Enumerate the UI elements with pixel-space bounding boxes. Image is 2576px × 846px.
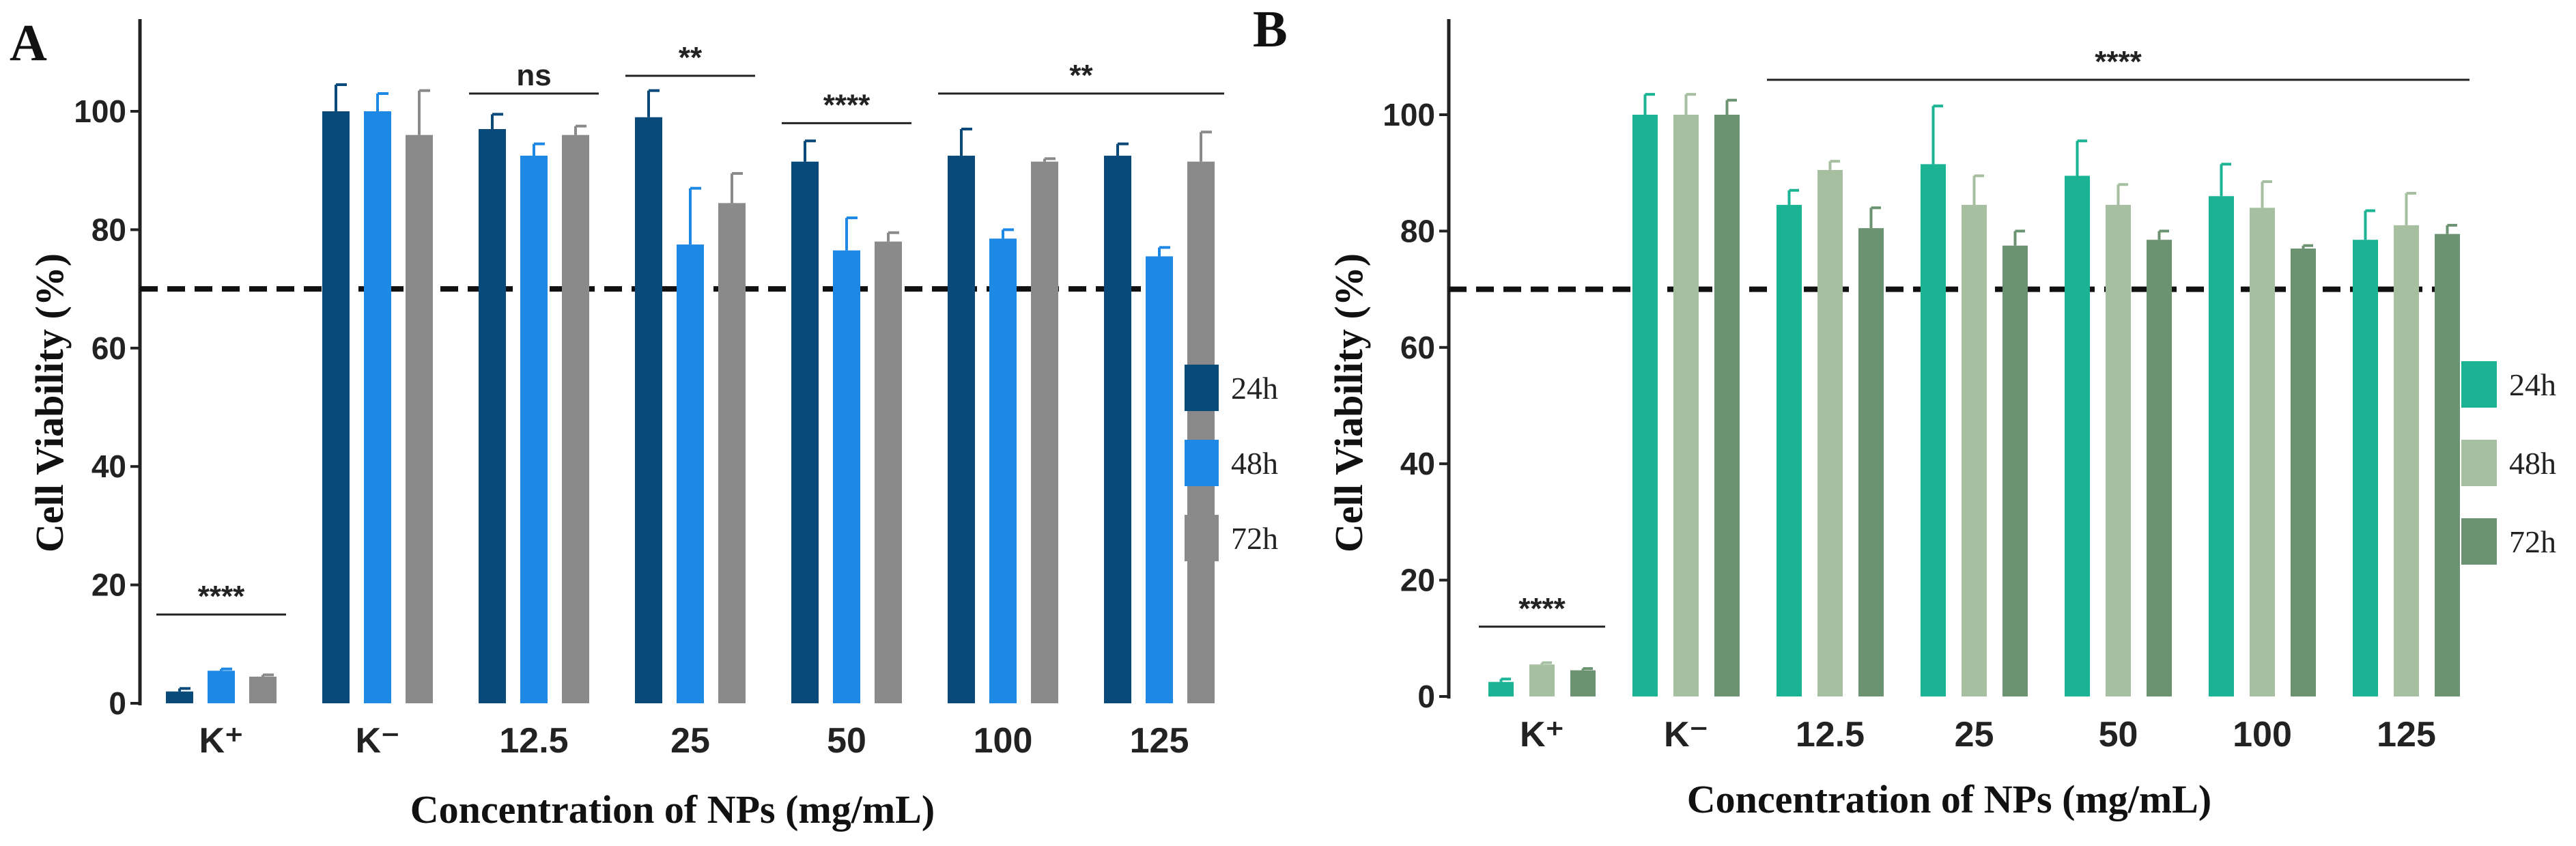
panel-a-y-tick-label: 80 — [91, 212, 126, 247]
panel-b-y-tick-label: 60 — [1400, 330, 1435, 365]
panel-b-bar-48h-2 — [1817, 169, 1843, 696]
panel-a-legend-label-48h: 48h — [1231, 446, 1278, 481]
panel-b-x-tick-label: 25 — [1955, 715, 1994, 755]
panel-b-significance-label: **** — [1518, 592, 1566, 625]
panel-a-x-tick-label: 125 — [1130, 721, 1189, 761]
panel-b-y-tick-label: 20 — [1400, 563, 1435, 598]
panel-a-x-tick-label: K⁺ — [199, 721, 244, 761]
panel-a-y-tick-label: 40 — [91, 449, 126, 484]
panel-a-significance-label: ns — [516, 59, 551, 92]
panel-b-legend-swatch-48h — [2461, 440, 2497, 486]
panel-b-x-tick-label: 12.5 — [1796, 715, 1865, 755]
panel-a-bar-48h-2 — [520, 156, 548, 703]
panel-a-bar-24h-2 — [479, 129, 506, 703]
panel-b-bar-48h-5 — [2250, 208, 2275, 696]
panel-a-y-tick-label: 60 — [91, 330, 126, 366]
panel-a-y-axis-title: Cell Viability (%) — [27, 253, 72, 552]
panel-b-bar-24h-5 — [2209, 196, 2234, 696]
panel-b-bar-72h-5 — [2291, 248, 2316, 697]
panel-a-legend-swatch-24h — [1185, 365, 1219, 411]
panel-b-x-axis-title: Concentration of NPs (mg/mL) — [1687, 777, 2211, 821]
panel-b-y-tick-label: 40 — [1400, 446, 1435, 481]
panel-b-bar-72h-3 — [2002, 245, 2028, 696]
panel-a-bar-48h-3 — [677, 244, 704, 703]
panel-a-label: A — [10, 14, 47, 72]
panel-a-bar-24h-5 — [948, 156, 975, 703]
panel-b-x-tick-label: K⁻ — [1664, 715, 1708, 755]
panel-b-legend-label-24h: 24h — [2509, 367, 2556, 402]
panel-a-y-tick-label: 20 — [91, 567, 126, 603]
panel-a-x-tick-label: 50 — [827, 721, 866, 761]
panel-a-bar-24h-4 — [791, 161, 819, 703]
panel-a-bar-48h-4 — [833, 250, 860, 703]
panel-b-bar-72h-4 — [2147, 240, 2172, 696]
panel-b-bar-72h-6 — [2435, 234, 2460, 696]
panel-b-bar-24h-6 — [2353, 240, 2378, 696]
panel-b-legend-swatch-24h — [2461, 361, 2497, 408]
panel-b-bar-48h-0 — [1529, 664, 1555, 696]
panel-a-significance-label: **** — [198, 580, 245, 613]
panel-b-bar-24h-0 — [1488, 681, 1514, 696]
panel-a-bar-24h-0 — [166, 691, 193, 703]
panel-b-bar-72h-1 — [1714, 115, 1740, 696]
panel-a-x-tick-label: 25 — [670, 721, 710, 761]
panel-b-x-tick-label: 100 — [2233, 715, 2292, 755]
panel-b-x-tick-label: K⁺ — [1520, 715, 1564, 755]
panel-a-significance-label: ** — [1069, 59, 1093, 92]
panel-a-x-tick-label: K⁻ — [356, 721, 400, 761]
panel-a-bar-72h-3 — [718, 203, 746, 703]
panel-b-legend-label-48h: 48h — [2509, 446, 2556, 481]
panel-a-bar-72h-0 — [249, 676, 277, 703]
panel-a-bar-48h-6 — [1146, 256, 1173, 703]
panel-b-x-tick-label: 125 — [2377, 715, 2436, 755]
panel-b-bar-48h-1 — [1673, 115, 1699, 696]
panel-b-significance-label: **** — [2095, 45, 2142, 79]
panel-a-bar-48h-5 — [989, 238, 1017, 703]
panel-b-legend-swatch-72h — [2461, 518, 2497, 565]
panel-a-bar-48h-0 — [208, 671, 235, 703]
panel-b-bar-72h-0 — [1570, 670, 1596, 696]
panel-a-x-tick-label: 100 — [974, 721, 1033, 761]
panel-a-bar-72h-2 — [562, 135, 589, 703]
panel-a-bar-72h-6 — [1187, 161, 1215, 703]
panel-b-x-tick-label: 50 — [2099, 715, 2138, 755]
panel-a-bar-72h-1 — [406, 135, 433, 703]
panel-a-significance-label: **** — [823, 88, 871, 122]
panel-a-significance-label: ** — [679, 41, 703, 74]
panel-b: B Cell Viability (%) Concentration of NP… — [1253, 1, 2556, 821]
panel-b-y-axis-title: Cell Viability (%) — [1327, 253, 1371, 552]
panel-b-bar-72h-2 — [1858, 228, 1884, 696]
panel-b-y-tick-label: 0 — [1417, 679, 1435, 714]
panel-a-bar-24h-1 — [322, 111, 350, 703]
panel-a-legend-label-72h: 72h — [1231, 521, 1278, 556]
panel-b-bar-24h-2 — [1777, 205, 1802, 696]
panel-b-bar-24h-3 — [1921, 164, 1946, 697]
panel-b-bar-48h-3 — [1962, 205, 1987, 696]
panel-a-bar-24h-6 — [1104, 156, 1131, 703]
panel-a-bar-72h-4 — [875, 241, 902, 703]
panel-a-bar-24h-3 — [635, 117, 662, 704]
panel-a-bar-48h-1 — [364, 111, 391, 703]
panel-a-legend-label-24h: 24h — [1231, 371, 1278, 406]
panel-b-bar-48h-4 — [2106, 205, 2131, 696]
panel-b-label: B — [1253, 1, 1288, 58]
panel-b-bar-24h-4 — [2065, 175, 2090, 697]
panel-a-y-tick-label: 100 — [74, 94, 126, 129]
panel-b-legend-label-72h: 72h — [2509, 524, 2556, 559]
panel-a-legend-swatch-72h — [1185, 515, 1219, 561]
panel-a-x-axis-title: Concentration of NPs (mg/mL) — [410, 787, 935, 832]
panel-a-legend-swatch-48h — [1185, 440, 1219, 486]
panel-a-x-tick-label: 12.5 — [499, 721, 568, 761]
panel-b-y-tick-label: 100 — [1383, 97, 1435, 132]
panel-b-bar-48h-6 — [2394, 225, 2419, 696]
panel-a: A Cell Viability (%) Concentration of NP… — [10, 14, 1278, 832]
panel-a-bar-72h-5 — [1031, 161, 1058, 703]
panel-a-y-tick-label: 0 — [109, 686, 126, 721]
panel-b-bar-24h-1 — [1632, 115, 1658, 696]
panel-b-y-tick-label: 80 — [1400, 213, 1435, 249]
